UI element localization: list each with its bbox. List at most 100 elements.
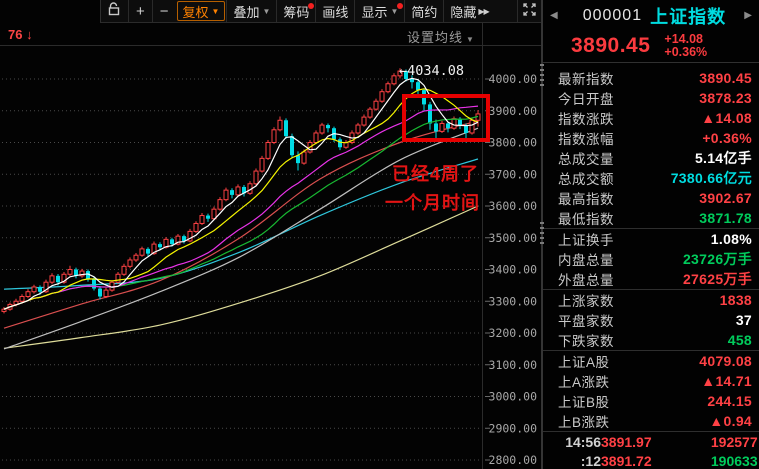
svg-text:3200.00: 3200.00: [489, 326, 538, 340]
price-change: +14.08 +0.36%: [664, 31, 707, 59]
stat-row: 上证换手 1.08%: [543, 229, 759, 249]
stat-value: 244.15: [707, 393, 752, 409]
stat-row: 总成交量 5.14亿手: [543, 148, 759, 168]
svg-text:3500.00: 3500.00: [489, 231, 538, 245]
stat-label: 今日开盘: [558, 92, 614, 107]
hide-label: 隐藏: [450, 4, 477, 20]
quote-panel: ◀ 000001 上证指数 ▶ 3890.45 +14.08 +0.36% 最新…: [543, 0, 759, 469]
stat-row: 总成交额 7380.66亿元: [543, 168, 759, 188]
tick-time: :12: [580, 452, 601, 469]
stat-row: 上涨家数 1838: [543, 290, 759, 310]
tick-time: 14:56: [565, 433, 601, 450]
stat-row: 指数涨跌 ▲14.08: [543, 108, 759, 128]
stat-value: 458: [727, 332, 752, 348]
ma-long-cyan: [3, 158, 479, 290]
svg-text:3900.00: 3900.00: [489, 104, 538, 118]
lock-button[interactable]: [101, 0, 128, 22]
svg-text:3600.00: 3600.00: [489, 199, 538, 213]
chart-toolbar: + − 复权 ▼ 叠加 ▼ 筹码 画线 显示 ▼ 简约 隐藏 ▶▶: [100, 0, 541, 23]
stat-row: 最高指数 3902.67: [543, 188, 759, 208]
stat-value: 1838: [719, 292, 752, 308]
display-label: 显示: [361, 4, 388, 20]
tick-price: 3891.97: [601, 433, 652, 450]
notification-dot-icon: [308, 3, 315, 9]
stat-row: 上B涨跌 ▲0.94: [543, 411, 759, 431]
price-row: 3890.45 +14.08 +0.36%: [543, 29, 759, 63]
prev-stock-arrow[interactable]: ◀: [550, 10, 558, 21]
chevron-down-icon: ▼: [262, 6, 271, 16]
stat-label: 平盘家数: [558, 314, 614, 329]
stat-row: 上A涨跌 ▲14.71: [543, 371, 759, 391]
stat-row: 上证B股 244.15: [543, 391, 759, 411]
fullscreen-button[interactable]: [517, 0, 541, 22]
next-stock-arrow[interactable]: ▶: [744, 10, 752, 21]
stat-label: 上A涨跌: [558, 375, 610, 390]
change-value: +14.08: [664, 31, 704, 46]
stat-label: 指数涨跌: [558, 112, 614, 127]
ma-20-magenta: [3, 105, 479, 310]
notification-dot-icon: [397, 3, 404, 9]
stat-row: 上证A股 4079.08: [543, 351, 759, 371]
overlay-button[interactable]: 叠加 ▼: [226, 0, 276, 22]
axis-separator: [482, 23, 483, 469]
ma-5-white: [3, 77, 479, 310]
svg-text:3100.00: 3100.00: [489, 358, 538, 372]
stat-row: 今日开盘 3878.23: [543, 88, 759, 108]
stat-row: 最新指数 3890.45: [543, 68, 759, 88]
tick-list: 14:56 3891.97 192577:12 3891.72 190633: [543, 432, 759, 469]
svg-text:3000.00: 3000.00: [489, 390, 538, 404]
stat-row: 外盘总量 27625万手: [543, 269, 759, 289]
splitter-grip[interactable]: [540, 64, 544, 86]
chevron-down-icon: ▼: [390, 6, 399, 16]
stats-section: 上涨家数 1838 平盘家数 37 下跌家数 458: [543, 290, 759, 351]
stat-label: 下跌家数: [558, 334, 614, 349]
stats-section: 最新指数 3890.45 今日开盘 3878.23 指数涨跌 ▲14.08 指数涨幅 +0.3…: [543, 68, 759, 229]
simple-mode-button[interactable]: 简约: [404, 0, 443, 22]
stat-value: ▲0.94: [709, 413, 752, 429]
last-price: 3890.45: [571, 33, 651, 57]
stat-value: 3871.78: [699, 210, 752, 226]
candlestick-chart[interactable]: 4000.00 3900.00 3800.00 3700.00 3600.00 3500.…: [0, 46, 541, 469]
svg-text:3400.00: 3400.00: [489, 263, 538, 277]
display-button[interactable]: 显示 ▼: [354, 0, 404, 22]
ma-10-yellow: [3, 88, 479, 310]
stat-value: 4079.08: [699, 353, 752, 369]
fast-forward-icon: ▶▶: [478, 6, 489, 16]
hide-button[interactable]: 隐藏 ▶▶: [443, 0, 494, 22]
stats-section: 上证换手 1.08% 内盘总量 23726万手 外盘总量 27625万手: [543, 229, 759, 290]
stat-label: 最新指数: [558, 72, 614, 87]
expand-icon: [523, 3, 536, 19]
stat-value: 27625万手: [682, 271, 752, 287]
zoom-in-button[interactable]: +: [128, 0, 152, 22]
svg-text:4000.00: 4000.00: [489, 72, 538, 86]
quote-header: ◀ 000001 上证指数 ▶: [543, 0, 759, 29]
overlay-label: 叠加: [233, 4, 260, 20]
stat-value: 37: [735, 312, 752, 328]
stock-code: 000001: [582, 6, 643, 24]
svg-text:2900.00: 2900.00: [489, 421, 538, 435]
ma-settings-button[interactable]: 设置均线 ▼: [407, 27, 475, 46]
chip-distribution-button[interactable]: 筹码: [276, 0, 315, 22]
stat-label: 上涨家数: [558, 294, 614, 309]
stat-label: 上证A股: [558, 355, 610, 370]
tick-volume: 192577: [710, 433, 758, 450]
handwritten-note-line1: 已经4周了: [392, 163, 479, 184]
stat-label: 最高指数: [558, 192, 614, 207]
stat-label: 总成交额: [558, 172, 614, 187]
stat-label: 最低指数: [558, 212, 614, 227]
stat-value: 7380.66亿元: [670, 170, 752, 186]
draw-line-button[interactable]: 画线: [315, 0, 354, 22]
adjust-price-button[interactable]: 复权 ▼: [176, 1, 226, 21]
stat-row: 内盘总量 23726万手: [543, 249, 759, 269]
stat-label: 总成交量: [558, 152, 614, 167]
splitter-grip[interactable]: [540, 222, 544, 244]
unlock-icon: [108, 2, 121, 20]
svg-text:3300.00: 3300.00: [489, 294, 538, 308]
bars-count: 76 ↓: [8, 27, 33, 42]
zoom-out-button[interactable]: −: [151, 0, 176, 22]
svg-text:2800.00: 2800.00: [489, 453, 538, 467]
stat-label: 上证换手: [558, 233, 614, 248]
stat-label: 上证B股: [558, 395, 610, 410]
stat-value: +0.36%: [702, 130, 752, 146]
tick-price: 3891.72: [601, 452, 652, 469]
